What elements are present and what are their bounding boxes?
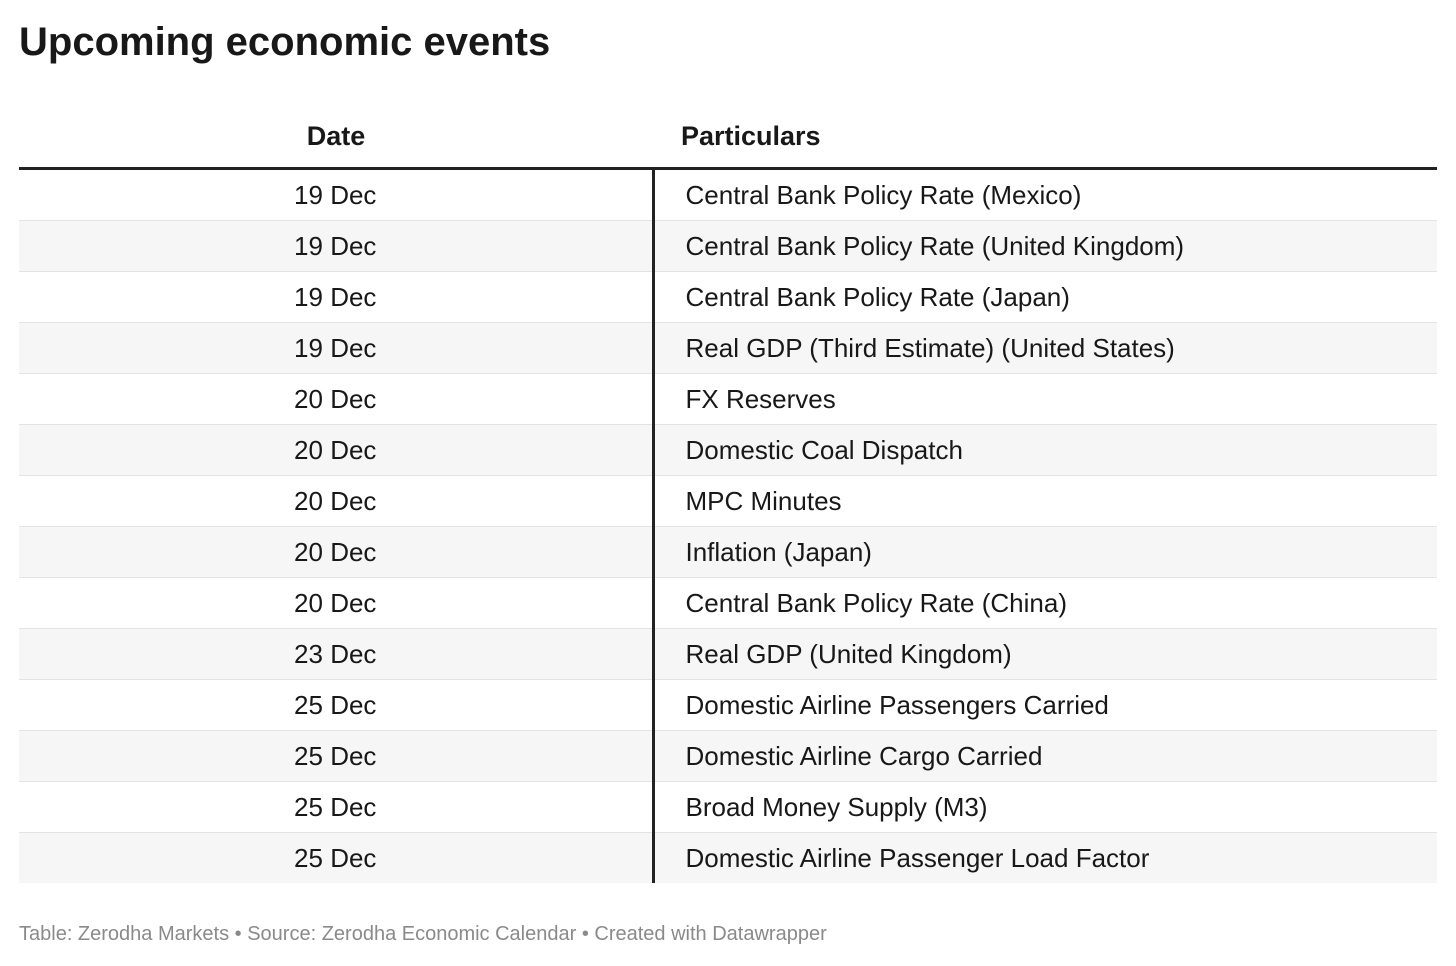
table-cell: Broad Money Supply (M3) [653, 781, 1437, 833]
table-cell: Central Bank Policy Rate (United Kingdom… [653, 220, 1437, 272]
table-row: 20 Dec FX Reserves [19, 373, 1437, 425]
table-cell: Central Bank Policy Rate (Mexico) [653, 168, 1437, 221]
table-cell: Domestic Airline Cargo Carried [653, 730, 1437, 782]
table-row: 25 Dec Domestic Airline Passenger Load Fa… [19, 832, 1437, 883]
column-header: Date [19, 110, 653, 170]
table-row: 23 Dec Real GDP (United Kingdom) [19, 628, 1437, 680]
events-table: Date Particulars 19 Dec Central Bank Polic… [19, 110, 1437, 883]
table-cell: 20 Dec [19, 577, 655, 629]
table-cell: 20 Dec [19, 373, 655, 425]
table-row: 20 Dec Central Bank Policy Rate (China) [19, 577, 1437, 629]
table-cell: 19 Dec [19, 322, 655, 374]
footer: Table: Zerodha Markets • Source: Zerodha… [19, 923, 827, 945]
table-cell: 23 Dec [19, 628, 655, 680]
table-cell: 25 Dec [19, 832, 655, 883]
table-row: 19 Dec Central Bank Policy Rate (United K… [19, 220, 1437, 272]
table-row: 25 Dec Domestic Airline Passengers Carrie… [19, 679, 1437, 731]
table-body: 19 Dec Central Bank Policy Rate (Mexico) 1… [19, 168, 1437, 883]
table-cell: 19 Dec [19, 220, 655, 272]
column-header: Particulars [653, 110, 1437, 170]
table-row: 20 Dec MPC Minutes [19, 475, 1437, 527]
table-row: 20 Dec Domestic Coal Dispatch [19, 424, 1437, 476]
table-cell: 20 Dec [19, 526, 655, 578]
table-row: 25 Dec Broad Money Supply (M3) [19, 781, 1437, 833]
title: Upcoming economic events [19, 20, 551, 64]
table-cell: FX Reserves [653, 373, 1437, 425]
table-cell: 19 Dec [19, 271, 655, 323]
table-cell: 19 Dec [19, 168, 655, 221]
table-cell: Domestic Coal Dispatch [653, 424, 1437, 476]
table-row: 19 Dec Real GDP (Third Estimate) (United … [19, 322, 1437, 374]
table-cell: Domestic Airline Passengers Carried [653, 679, 1437, 731]
table-row: 19 Dec Central Bank Policy Rate (Japan) [19, 271, 1437, 323]
table-cell: MPC Minutes [653, 475, 1437, 527]
table-cell: 20 Dec [19, 475, 655, 527]
table-cell: 25 Dec [19, 679, 655, 731]
table-cell: Domestic Airline Passenger Load Factor [653, 832, 1437, 883]
table-cell: Real GDP (United Kingdom) [653, 628, 1437, 680]
table-row: 19 Dec Central Bank Policy Rate (Mexico) [19, 168, 1437, 221]
table-cell: Real GDP (Third Estimate) (United States… [653, 322, 1437, 374]
table-row: 20 Dec Inflation (Japan) [19, 526, 1437, 578]
table-cell: 25 Dec [19, 730, 655, 782]
table-cell: Central Bank Policy Rate (Japan) [653, 271, 1437, 323]
table-cell: Central Bank Policy Rate (China) [653, 577, 1437, 629]
table-row: 25 Dec Domestic Airline Cargo Carried [19, 730, 1437, 782]
table-cell: Inflation (Japan) [653, 526, 1437, 578]
table-head: Date Particulars [19, 110, 1437, 170]
table-cell: 20 Dec [19, 424, 655, 476]
header-row: Date Particulars [19, 110, 1437, 170]
table-cell: 25 Dec [19, 781, 655, 833]
